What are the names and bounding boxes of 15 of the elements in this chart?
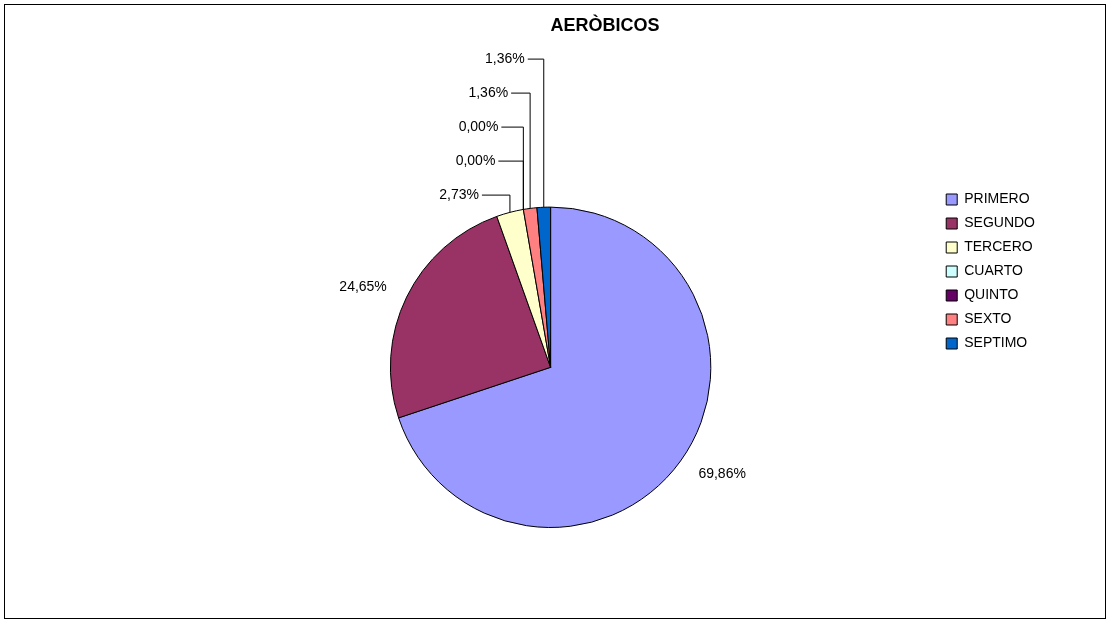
text: 0,00% <box>458 117 499 134</box>
legend-label: SEXTO <box>964 310 1012 327</box>
data-label: 24,65% <box>339 278 387 295</box>
legend-label: CUARTO <box>964 262 1023 279</box>
legend-label: QUINTO <box>964 286 1019 303</box>
legend-label: TERCERO <box>964 238 1033 255</box>
data-label: 2,73% <box>439 185 479 202</box>
data-label: 1,36% <box>468 83 509 100</box>
data-label: 69,86% <box>698 464 746 481</box>
data-label: 1,36% <box>485 49 525 66</box>
text: 0,00% <box>455 151 496 168</box>
legend-label: SEGUNDO <box>964 214 1036 231</box>
chart-title: AERÒBICOS <box>550 13 660 35</box>
legend-label: PRIMERO <box>964 190 1030 207</box>
legend-label: SEPTIMO <box>964 334 1028 351</box>
